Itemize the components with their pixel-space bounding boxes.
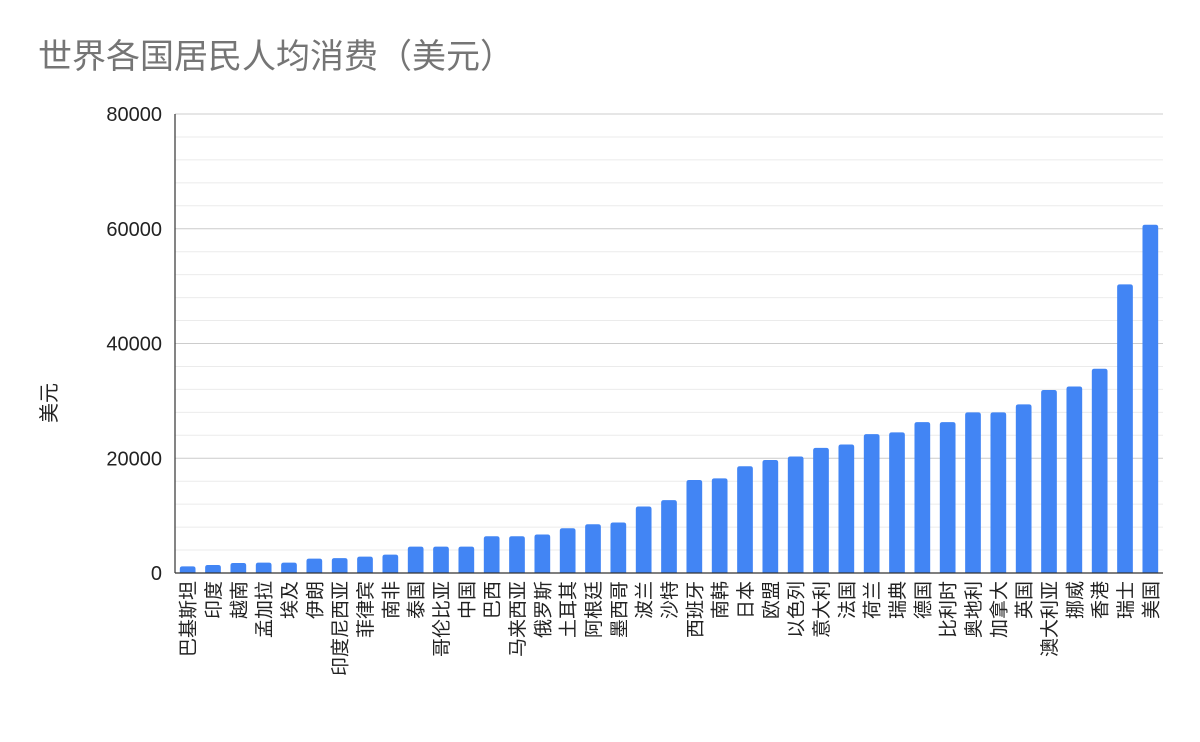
x-tick-label: 加拿大 bbox=[987, 581, 1010, 638]
x-tick-label: 墨西哥 bbox=[608, 581, 630, 638]
bar bbox=[914, 422, 931, 573]
x-tick-label: 德国 bbox=[912, 581, 934, 619]
bar bbox=[407, 546, 424, 573]
x-tick-label: 荷兰 bbox=[862, 581, 884, 619]
x-tick-label: 哥伦比亚 bbox=[431, 581, 453, 657]
x-tick-label: 日本 bbox=[735, 581, 757, 619]
bar bbox=[762, 459, 779, 573]
x-tick-label: 俄罗斯 bbox=[532, 581, 554, 638]
bar bbox=[179, 566, 196, 573]
x-tick-label: 比利时 bbox=[938, 581, 960, 638]
bar bbox=[686, 480, 703, 573]
x-tick-label: 孟加拉 bbox=[254, 581, 276, 638]
x-tick-label: 泰国 bbox=[406, 581, 428, 619]
x-tick-labels: 巴基斯坦 印度 越南 孟加拉 埃及 伊朗 印度尼西亚 菲律宾 南非 泰国 哥伦比亚 中国 巴西 马来西亚俄… bbox=[178, 581, 1163, 676]
bar bbox=[711, 478, 728, 573]
y-tick-label: 0 bbox=[151, 563, 162, 585]
x-tick-label: 越南 bbox=[228, 581, 250, 619]
y-tick-label: 40000 bbox=[106, 334, 162, 356]
bar bbox=[990, 412, 1007, 573]
bar bbox=[509, 536, 525, 573]
bar bbox=[1066, 386, 1083, 573]
x-tick-label: 伊朗 bbox=[304, 581, 326, 619]
x-tick-label: 欧盟 bbox=[760, 581, 782, 619]
x-tick-label: 澳大利亚 bbox=[1039, 581, 1061, 657]
x-tick-label: 挪威 bbox=[1064, 581, 1086, 619]
x-tick-label: 法国 bbox=[836, 581, 858, 619]
x-tick-label: 南非 bbox=[380, 581, 402, 619]
x-tick-label: 美国 bbox=[1140, 581, 1162, 619]
bar bbox=[610, 522, 627, 573]
x-tick-label: 巴西 bbox=[482, 581, 504, 619]
bar bbox=[737, 466, 753, 573]
y-tick-label: 60000 bbox=[106, 219, 162, 241]
bar bbox=[458, 546, 475, 573]
bar bbox=[1091, 368, 1108, 573]
bar bbox=[787, 456, 804, 573]
bar bbox=[1117, 284, 1133, 573]
x-tick-label: 英国 bbox=[1014, 581, 1036, 619]
bar bbox=[433, 546, 449, 573]
bar bbox=[382, 554, 399, 573]
x-tick-label: 沙特 bbox=[659, 581, 681, 619]
x-tick-label: 瑞士 bbox=[1115, 581, 1137, 619]
bar bbox=[483, 536, 500, 573]
bar bbox=[1142, 224, 1159, 573]
bar bbox=[889, 432, 905, 573]
y-axis-label: 美元 bbox=[37, 383, 61, 423]
bar bbox=[863, 434, 880, 573]
bar bbox=[205, 564, 221, 573]
y-tick-label: 80000 bbox=[106, 104, 162, 126]
bar bbox=[281, 562, 297, 573]
bar bbox=[1041, 389, 1057, 573]
bars bbox=[179, 224, 1159, 573]
x-tick-label: 波兰 bbox=[634, 581, 656, 619]
bar bbox=[255, 562, 272, 573]
x-tick-label: 中国 bbox=[456, 581, 478, 619]
x-tick-label: 以色列 bbox=[786, 581, 808, 638]
gridlines bbox=[175, 113, 1163, 551]
bar bbox=[635, 506, 652, 573]
x-tick-label: 印度 bbox=[203, 581, 225, 619]
bar bbox=[661, 500, 677, 573]
bar bbox=[939, 422, 956, 573]
y-tick-labels: 0 20000 40000 60000 80000 bbox=[106, 104, 162, 585]
bar bbox=[813, 447, 829, 573]
bar bbox=[838, 444, 855, 573]
x-tick-label: 香港 bbox=[1090, 581, 1112, 619]
bar bbox=[357, 556, 373, 573]
x-tick-label: 菲律宾 bbox=[355, 581, 377, 638]
bar bbox=[331, 558, 348, 573]
x-tick-label: 奥地利 bbox=[963, 581, 985, 638]
x-tick-label: 意大利 bbox=[811, 581, 833, 638]
x-tick-label: 埃及 bbox=[279, 581, 301, 619]
bar bbox=[559, 528, 576, 573]
bar bbox=[534, 534, 551, 573]
bar bbox=[306, 558, 323, 573]
chart-title: 世界各国居民人均消费（美元） bbox=[38, 37, 514, 77]
x-tick-label: 瑞典 bbox=[887, 581, 909, 619]
y-tick-label: 20000 bbox=[106, 448, 162, 470]
bar bbox=[965, 412, 981, 573]
x-tick-label: 巴基斯坦 bbox=[178, 581, 200, 657]
x-tick-label: 南韩 bbox=[710, 581, 732, 619]
x-tick-label: 土耳其 bbox=[558, 581, 580, 638]
x-tick-label: 马来西亚 bbox=[507, 581, 529, 657]
bar bbox=[1015, 404, 1032, 573]
bar bbox=[585, 524, 601, 573]
bar bbox=[230, 562, 247, 573]
x-tick-label: 印度尼西亚 bbox=[330, 581, 352, 676]
x-tick-label: 西班牙 bbox=[684, 581, 706, 638]
x-tick-label: 阿根廷 bbox=[583, 581, 605, 638]
